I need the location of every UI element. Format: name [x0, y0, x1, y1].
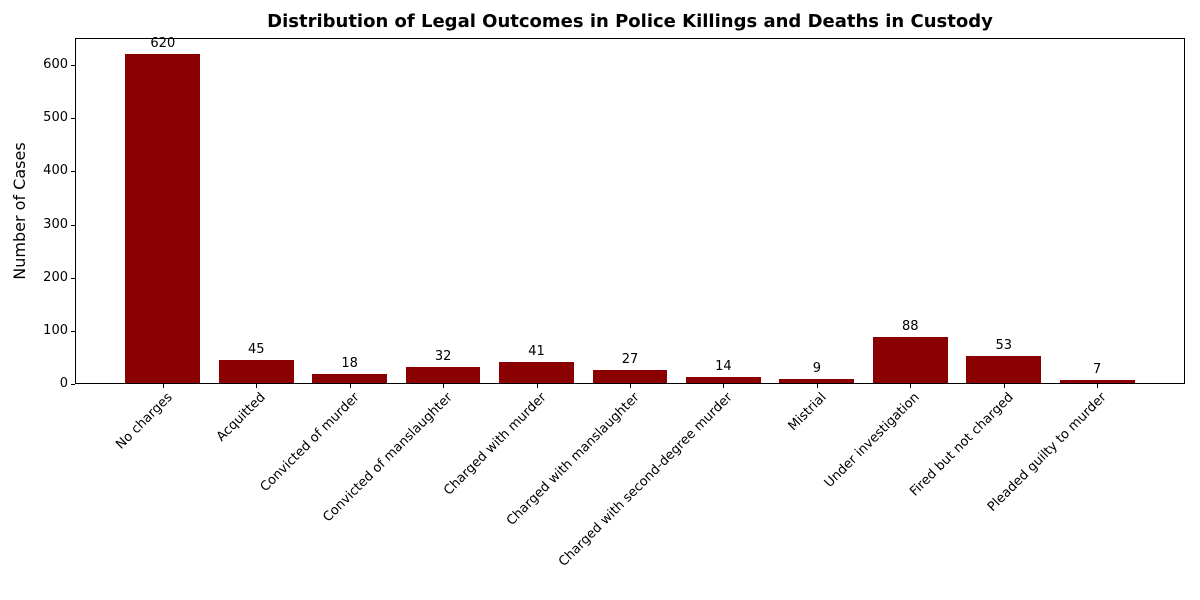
- bar-value-label: 18: [341, 356, 358, 372]
- x-tick-mark: [910, 384, 911, 388]
- chart-title: Distribution of Legal Outcomes in Police…: [267, 11, 993, 32]
- x-tick-mark: [350, 384, 351, 388]
- y-tick-mark: [71, 278, 75, 279]
- bar: [1059, 380, 1135, 383]
- bar-value-label: 14: [715, 358, 732, 374]
- bar: [592, 369, 668, 383]
- plot-area: [75, 38, 1185, 384]
- y-tick-mark: [71, 65, 75, 66]
- x-category-label: Pleaded guilty to murder: [984, 390, 1110, 515]
- y-tick-mark: [71, 384, 75, 385]
- bar-value-label: 53: [995, 337, 1012, 353]
- y-tick-label: 400: [43, 163, 68, 179]
- x-category-label: Charged with manslaughter: [503, 390, 643, 529]
- bar-value-label: 27: [621, 351, 639, 367]
- bar: [779, 379, 855, 383]
- x-tick-mark: [163, 384, 164, 388]
- y-tick-label: 0: [59, 376, 68, 391]
- x-tick-mark: [817, 384, 818, 388]
- x-category-label: Mistrial: [785, 390, 830, 435]
- y-tick-mark: [71, 118, 75, 119]
- bar: [218, 360, 294, 383]
- x-tick-mark: [1004, 384, 1005, 388]
- bar: [872, 337, 948, 383]
- bar: [312, 374, 388, 383]
- bar-value-label: 620: [150, 36, 176, 52]
- x-tick-mark: [630, 384, 631, 388]
- bar-value-label: 88: [902, 319, 919, 335]
- bar-value-label: 45: [247, 342, 265, 358]
- y-tick-label: 200: [43, 269, 68, 285]
- x-category-label: Charged with second-degree murder: [556, 390, 737, 570]
- x-category-label: Fired but not charged: [906, 390, 1017, 500]
- y-axis-label: Number of Cases: [10, 142, 29, 280]
- x-category-label: Convicted of murder: [257, 390, 363, 495]
- bar: [499, 362, 574, 383]
- bar: [686, 376, 761, 383]
- x-tick-mark: [443, 384, 444, 388]
- x-tick-mark: [537, 384, 538, 388]
- bar-value-label: 9: [812, 361, 821, 377]
- y-tick-mark: [71, 331, 75, 332]
- x-category-label: Under investigation: [822, 390, 923, 491]
- bar-value-label: 32: [434, 348, 452, 364]
- bar-value-label: 7: [1093, 362, 1102, 378]
- y-tick-label: 600: [43, 57, 68, 73]
- bar: [966, 355, 1042, 383]
- y-tick-label: 300: [43, 216, 68, 232]
- x-tick-mark: [723, 384, 724, 388]
- y-tick-mark: [71, 225, 75, 226]
- bar: [405, 366, 481, 383]
- x-tick-mark: [1097, 384, 1098, 388]
- y-tick-label: 100: [43, 322, 68, 338]
- x-category-label: Convicted of manslaughter: [320, 390, 456, 526]
- x-tick-mark: [256, 384, 257, 388]
- bar: [125, 54, 201, 383]
- bar-value-label: 41: [528, 344, 545, 360]
- x-category-label: Charged with murder: [440, 390, 550, 499]
- x-category-label: Acquitted: [214, 390, 269, 445]
- y-tick-mark: [71, 171, 75, 172]
- y-tick-label: 500: [43, 110, 68, 126]
